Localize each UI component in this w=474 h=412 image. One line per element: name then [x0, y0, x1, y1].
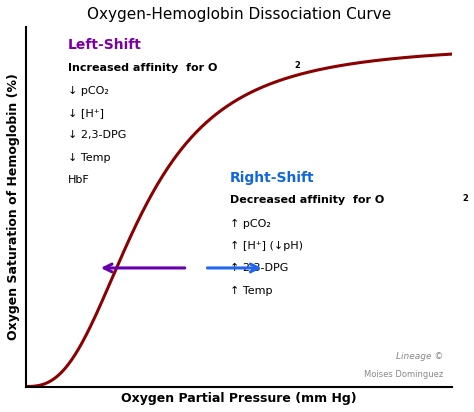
Text: HbF: HbF [68, 175, 90, 185]
Text: 2: 2 [294, 61, 300, 70]
Text: ↑ pCO₂: ↑ pCO₂ [230, 219, 271, 229]
Text: ↓ Temp: ↓ Temp [68, 153, 110, 163]
Text: ↓ pCO₂: ↓ pCO₂ [68, 86, 109, 96]
Text: Lineage ©: Lineage © [396, 352, 444, 361]
Text: Right-Shift: Right-Shift [230, 171, 315, 185]
Text: ↑ [H⁺] (↓pH): ↑ [H⁺] (↓pH) [230, 241, 303, 251]
Text: ↑ Temp: ↑ Temp [230, 286, 273, 296]
Text: ↑ 2,3-DPG: ↑ 2,3-DPG [230, 263, 289, 274]
Text: ↓ [H⁺]: ↓ [H⁺] [68, 108, 104, 118]
Title: Oxygen-Hemoglobin Dissociation Curve: Oxygen-Hemoglobin Dissociation Curve [87, 7, 391, 22]
Text: Left-Shift: Left-Shift [68, 38, 142, 52]
Text: ↓ 2,3-DPG: ↓ 2,3-DPG [68, 131, 127, 140]
Y-axis label: Oxygen Saturation of Hemoglobin (%): Oxygen Saturation of Hemoglobin (%) [7, 73, 20, 340]
Text: Moises Dominguez: Moises Dominguez [364, 370, 444, 379]
Text: 2: 2 [463, 194, 468, 203]
Text: Increased affinity  for O: Increased affinity for O [68, 63, 218, 73]
Text: Decreased affinity  for O: Decreased affinity for O [230, 195, 384, 206]
X-axis label: Oxygen Partial Pressure (mm Hg): Oxygen Partial Pressure (mm Hg) [121, 392, 356, 405]
